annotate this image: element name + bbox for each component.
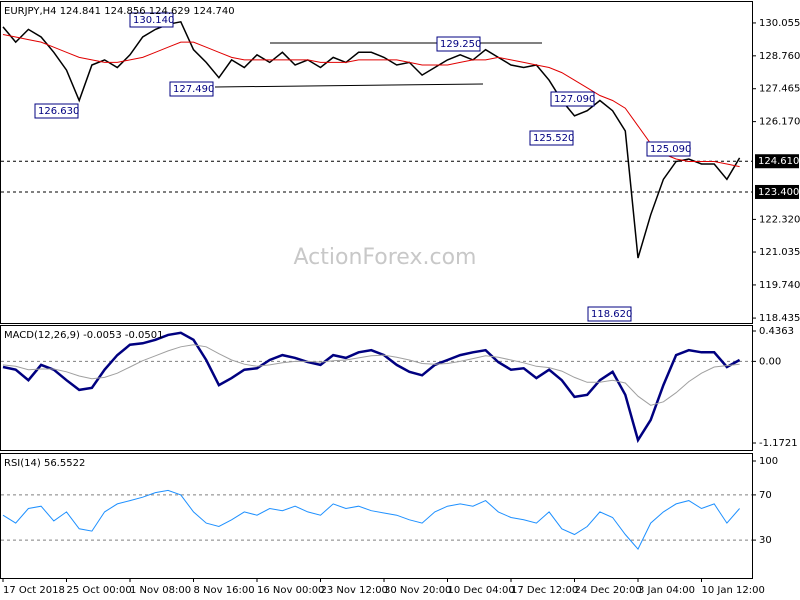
y-tick-label: 128.760 bbox=[759, 51, 800, 62]
y-tick-label: 121.035 bbox=[759, 247, 800, 258]
x-tick-label: 10 Jan 12:00 bbox=[702, 585, 765, 596]
x-tick-label: 23 Nov 12:00 bbox=[321, 585, 388, 596]
series-line bbox=[2, 20, 741, 259]
panel-frame bbox=[0, 453, 753, 579]
annotation-box bbox=[169, 81, 214, 97]
x-tick-label: 30 Nov 20:00 bbox=[384, 585, 451, 596]
panel-title: MACD(12,26,9) -0.0053 -0.0501 bbox=[4, 330, 164, 341]
y-tick-label: 127.465 bbox=[759, 84, 800, 95]
annotation: 127.490 bbox=[173, 84, 214, 95]
annotation-box bbox=[529, 130, 574, 146]
panel-frame bbox=[0, 325, 753, 451]
x-tick-label: 10 Dec 04:00 bbox=[448, 585, 515, 596]
x-tick-label: 25 Oct 00:00 bbox=[67, 585, 132, 596]
series-line bbox=[2, 331, 741, 444]
watermark: ActionForex.com bbox=[294, 245, 477, 270]
panel-title: EURJPY,H4 124.841 124.856 124.629 124.74… bbox=[4, 6, 235, 17]
y-tick-label: 100 bbox=[759, 456, 778, 467]
annotation: 126.630 bbox=[38, 106, 79, 117]
panel-frame bbox=[0, 1, 753, 324]
level-label: 123.400 bbox=[758, 187, 799, 198]
channel-line bbox=[214, 83, 484, 88]
level-label: 124.610 bbox=[758, 156, 799, 167]
y-tick-label: 130.055 bbox=[759, 18, 800, 29]
series-line bbox=[2, 344, 740, 406]
y-tick-label: 0.4363 bbox=[759, 326, 794, 337]
y-tick-label: 0.00 bbox=[759, 356, 781, 367]
annotation: 127.090 bbox=[554, 94, 595, 105]
y-tick-label: 118.435 bbox=[759, 313, 800, 324]
x-tick-label: 17 Oct 2018 bbox=[3, 585, 65, 596]
panel-title: RSI(14) 56.5522 bbox=[4, 458, 85, 469]
x-tick-label: 8 Nov 16:00 bbox=[194, 585, 255, 596]
annotation: 130.140 bbox=[133, 15, 174, 26]
annotation-box bbox=[550, 91, 595, 107]
y-tick-label: 30 bbox=[759, 535, 772, 546]
annotation: 129.250 bbox=[440, 39, 481, 50]
y-tick-label: 119.740 bbox=[759, 280, 800, 291]
annotation: 125.520 bbox=[533, 133, 574, 144]
level-label-box bbox=[755, 184, 799, 199]
level-label-box bbox=[755, 154, 799, 169]
x-tick-label: 24 Dec 20:00 bbox=[575, 585, 642, 596]
series-line bbox=[2, 34, 740, 168]
annotation-box bbox=[129, 12, 174, 28]
x-tick-label: 1 Nov 08:00 bbox=[130, 585, 191, 596]
annotation-box bbox=[436, 36, 481, 52]
annotation: 125.090 bbox=[650, 144, 691, 155]
y-tick-label: -1.1721 bbox=[759, 438, 798, 449]
x-tick-label: 16 Nov 00:00 bbox=[257, 585, 324, 596]
x-tick-label: 17 Dec 12:00 bbox=[511, 585, 578, 596]
series-line bbox=[2, 489, 740, 550]
annotation-box bbox=[587, 306, 632, 322]
x-tick-label: 3 Jan 04:00 bbox=[638, 585, 695, 596]
y-tick-label: 126.170 bbox=[759, 117, 800, 128]
annotation-box bbox=[646, 141, 691, 157]
annotation-box bbox=[34, 103, 79, 119]
annotation: 118.620 bbox=[591, 309, 632, 320]
y-tick-label: 70 bbox=[759, 490, 772, 501]
y-tick-label: 122.320 bbox=[759, 214, 800, 225]
